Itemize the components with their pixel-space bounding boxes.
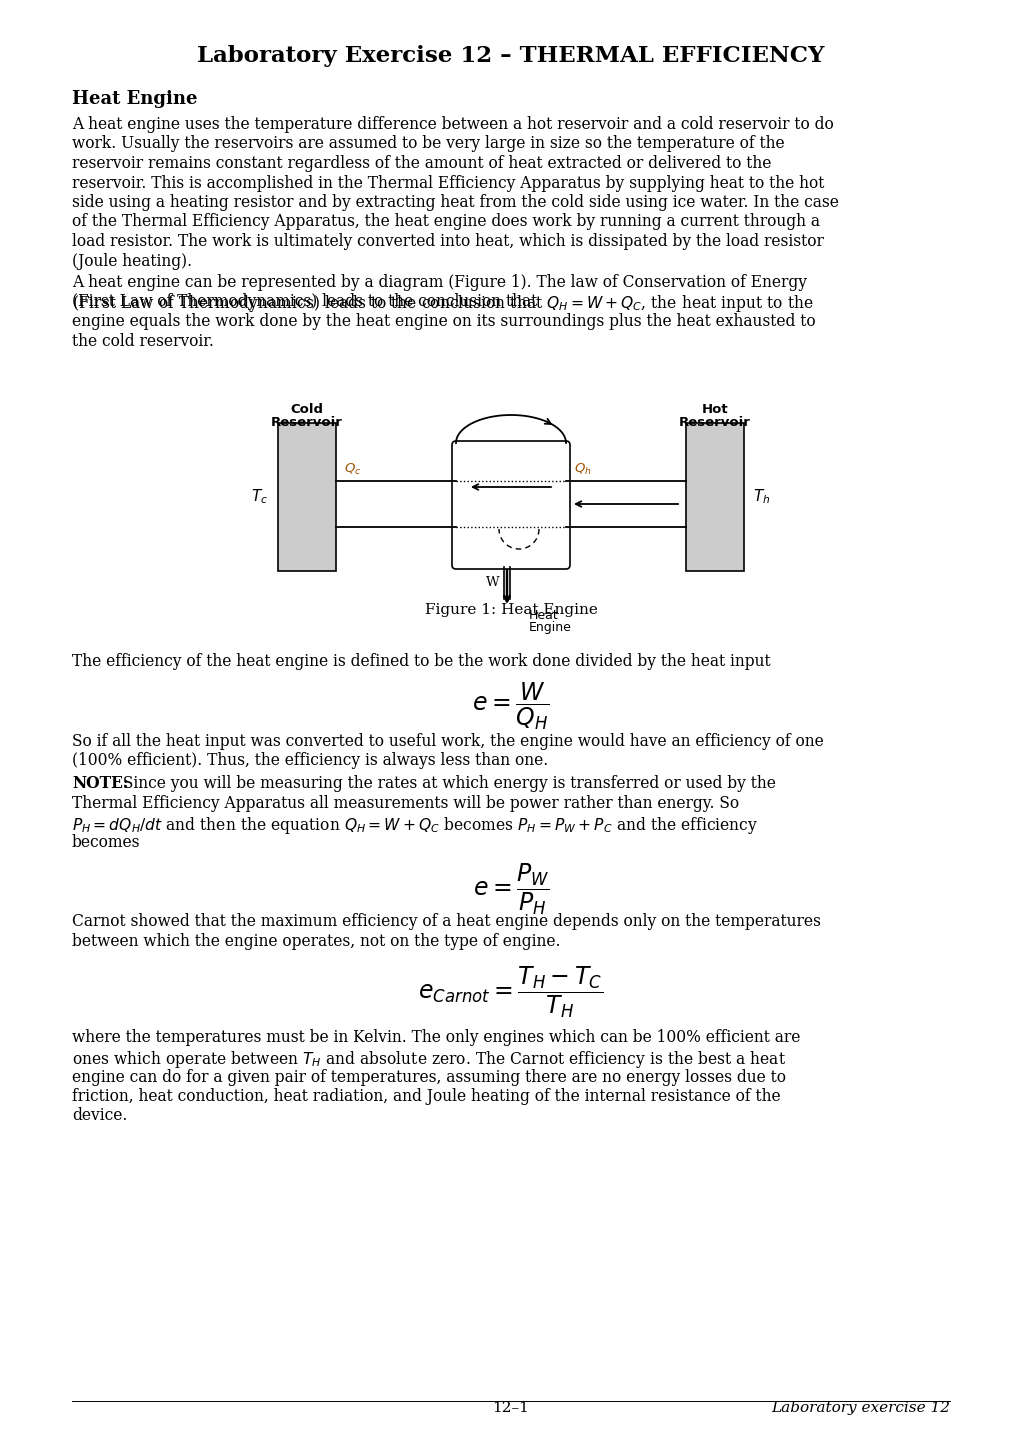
Text: (First Law of Thermodynamics) leads to the conclusion that $Q_H = W + Q_C$, the : (First Law of Thermodynamics) leads to t… <box>72 293 813 315</box>
Text: reservoir remains constant regardless of the amount of heat extracted or deliver: reservoir remains constant regardless of… <box>72 154 770 172</box>
Text: A heat engine uses the temperature difference between a hot reservoir and a cold: A heat engine uses the temperature diffe… <box>72 115 833 133</box>
Text: where the temperatures must be in Kelvin. The only engines which can be 100% eff: where the temperatures must be in Kelvin… <box>72 1029 800 1046</box>
Text: $e = \dfrac{P_W}{P_H}$: $e = \dfrac{P_W}{P_H}$ <box>472 861 549 918</box>
Text: $Q_h$: $Q_h$ <box>574 462 591 478</box>
Text: friction, heat conduction, heat radiation, and Joule heating of the internal res: friction, heat conduction, heat radiatio… <box>72 1088 780 1105</box>
Text: Laboratory Exercise 12 – THERMAL EFFICIENCY: Laboratory Exercise 12 – THERMAL EFFICIE… <box>197 45 824 66</box>
Text: Cold: Cold <box>290 403 323 416</box>
Text: $Q_c$: $Q_c$ <box>343 462 361 478</box>
Text: 12–1: 12–1 <box>492 1401 529 1416</box>
Text: becomes: becomes <box>72 834 141 851</box>
Text: $e_{Carnot} = \dfrac{T_H - T_C}{T_H}$: $e_{Carnot} = \dfrac{T_H - T_C}{T_H}$ <box>418 964 603 1020</box>
FancyBboxPatch shape <box>451 442 570 569</box>
Text: Reservoir: Reservoir <box>679 416 750 429</box>
Text: of the Thermal Efficiency Apparatus, the heat engine does work by running a curr: of the Thermal Efficiency Apparatus, the… <box>72 214 819 231</box>
Text: work. Usually the reservoirs are assumed to be very large in size so the tempera: work. Usually the reservoirs are assumed… <box>72 136 784 153</box>
Text: between which the engine operates, not on the type of engine.: between which the engine operates, not o… <box>72 934 560 949</box>
Bar <box>278 423 335 571</box>
Text: Reservoir: Reservoir <box>271 416 342 429</box>
Text: So if all the heat input was converted to useful work, the engine would have an : So if all the heat input was converted t… <box>72 733 823 749</box>
Text: Thermal Efficiency Apparatus all measurements will be power rather than energy. : Thermal Efficiency Apparatus all measure… <box>72 795 739 812</box>
Text: engine equals the work done by the heat engine on its surroundings plus the heat: engine equals the work done by the heat … <box>72 313 815 330</box>
Text: $T_h$: $T_h$ <box>753 488 770 506</box>
Text: (Joule heating).: (Joule heating). <box>72 253 192 270</box>
Text: (100% efficient). Thus, the efficiency is always less than one.: (100% efficient). Thus, the efficiency i… <box>72 752 548 769</box>
Text: Engine: Engine <box>529 620 572 633</box>
Text: A heat engine can be represented by a diagram (Figure 1). The law of Conservatio: A heat engine can be represented by a di… <box>72 274 806 291</box>
Text: Laboratory exercise 12: Laboratory exercise 12 <box>770 1401 949 1416</box>
Text: Figure 1: Heat Engine: Figure 1: Heat Engine <box>424 603 597 618</box>
Text: (First Law of Thermodynamics) leads to the conclusion that: (First Law of Thermodynamics) leads to t… <box>72 293 541 310</box>
Text: engine can do for a given pair of temperatures, assuming there are no energy los: engine can do for a given pair of temper… <box>72 1068 786 1085</box>
Text: ones which operate between $T_H$ and absolute zero. The Carnot efficiency is the: ones which operate between $T_H$ and abs… <box>72 1049 786 1071</box>
Text: Carnot showed that the maximum efficiency of a heat engine depends only on the t: Carnot showed that the maximum efficienc… <box>72 913 820 931</box>
Text: Hot: Hot <box>701 403 728 416</box>
Text: Heat Engine: Heat Engine <box>72 89 198 108</box>
Text: the cold reservoir.: the cold reservoir. <box>72 332 214 349</box>
Text: The efficiency of the heat engine is defined to be the work done divided by the : The efficiency of the heat engine is def… <box>72 654 770 670</box>
Text: W: W <box>486 577 499 590</box>
Text: load resistor. The work is ultimately converted into heat, which is dissipated b: load resistor. The work is ultimately co… <box>72 232 823 250</box>
Text: device.: device. <box>72 1107 127 1124</box>
Text: $P_H = dQ_H/dt$ and then the equation $Q_H = W + Q_C$ becomes $P_H = P_W + P_C$ : $P_H = dQ_H/dt$ and then the equation $Q… <box>72 814 757 835</box>
Text: NOTE:: NOTE: <box>72 775 128 792</box>
Text: reservoir. This is accomplished in the Thermal Efficiency Apparatus by supplying: reservoir. This is accomplished in the T… <box>72 175 823 192</box>
Text: Since you will be measuring the rates at which energy is transferred or used by : Since you will be measuring the rates at… <box>118 775 775 792</box>
Text: $T_c$: $T_c$ <box>252 488 268 506</box>
Text: Heat: Heat <box>529 609 558 622</box>
Text: $e = \dfrac{W}{Q_H}$: $e = \dfrac{W}{Q_H}$ <box>472 681 549 732</box>
Text: side using a heating resistor and by extracting heat from the cold side using ic: side using a heating resistor and by ext… <box>72 193 838 211</box>
Bar <box>686 423 743 571</box>
